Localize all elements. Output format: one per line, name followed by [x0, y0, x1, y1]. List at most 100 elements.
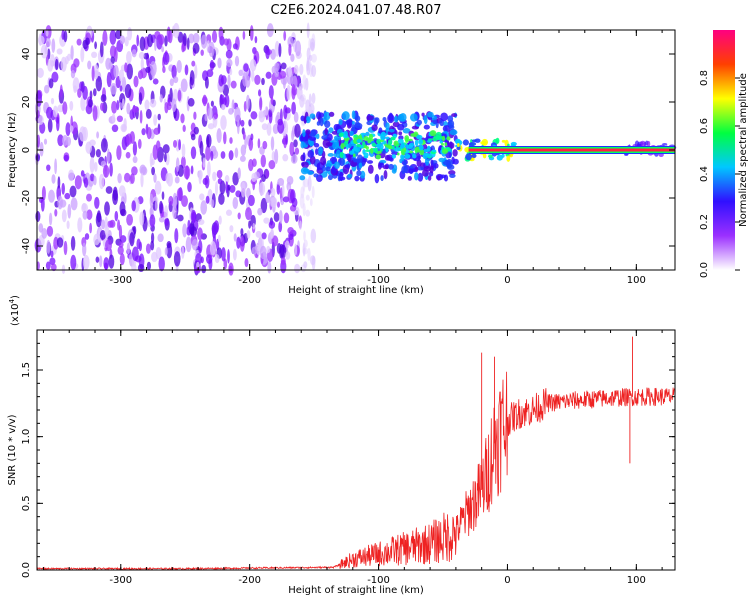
spectrogram-cell: [56, 237, 64, 248]
spectrogram-cell: [309, 133, 316, 137]
spectrogram-cell: [300, 141, 306, 149]
spectrogram-cell: [352, 158, 359, 163]
spectrogram-cell: [103, 257, 110, 270]
spectrogram-cell: [214, 181, 219, 196]
spectrogram-cell: [454, 138, 461, 145]
spectrogram-cell: [417, 155, 421, 160]
spectrogram-cell: [153, 127, 160, 135]
spectrogram-cell: [82, 39, 89, 50]
spectrogram-cell: [46, 37, 51, 48]
spectrogram-cell: [59, 84, 63, 98]
spectrogram-cell: [299, 94, 305, 108]
spectrogram-cell: [309, 113, 316, 119]
spectrogram-cell: [306, 117, 311, 121]
spectrogram-cell: [245, 94, 250, 110]
spectrogram-cell: [261, 77, 265, 86]
spectrogram-cell: [313, 173, 319, 178]
spectrogram-cell: [245, 75, 251, 88]
spectrogram-cell: [46, 164, 51, 172]
spectrogram-cell: [63, 30, 68, 43]
spectrogram-cell: [189, 70, 195, 86]
spectrogram-cell: [225, 181, 229, 194]
spectrogram-cell: [220, 103, 226, 111]
spectrogram-cell: [307, 247, 311, 261]
spectrogram-cell: [111, 124, 119, 133]
spectrogram-cell: [276, 183, 281, 195]
spectrogram-cell: [154, 199, 158, 211]
spectrogram-cell: [139, 109, 143, 124]
spectrogram-cell: [318, 146, 323, 155]
spectrogram-cell: [385, 122, 390, 130]
spectrogram-cell: [465, 153, 472, 161]
spectrogram-cell: [95, 76, 103, 92]
spectrogram-cell: [214, 254, 220, 264]
spectrogram-cell: [37, 35, 45, 46]
spectrogram-cell: [95, 256, 100, 263]
spectrogram-cell: [363, 136, 369, 141]
y-tick-label: 0.5: [21, 495, 32, 511]
spectrogram-cell: [363, 152, 369, 158]
spectrogram-cell: [237, 167, 241, 180]
spectrogram-cell: [145, 243, 151, 254]
spectrogram-cell: [106, 148, 110, 165]
colorbar-tick-label: 0.4: [699, 166, 710, 182]
spectrogram-cell: [125, 133, 133, 145]
spectrogram-cell: [86, 193, 92, 202]
spectrogram-cell: [373, 147, 378, 154]
spectrogram-cell: [163, 152, 167, 163]
spectrogram-cell: [205, 195, 210, 204]
spectrogram-cell: [159, 200, 163, 214]
spectrogram-marks: [34, 22, 677, 276]
x-tick-label: 100: [627, 275, 646, 286]
spectrogram-cell: [287, 36, 294, 48]
spectrogram-cell: [89, 90, 93, 100]
spectrogram-cell: [171, 64, 177, 79]
spectrogram-cell: [143, 52, 150, 60]
spectrogram-cell: [293, 111, 299, 123]
spectrogram-cell: [323, 111, 331, 121]
spectrogram-cell: [159, 94, 163, 103]
spectrogram-cell: [145, 108, 152, 119]
spectrogram-cell: [488, 154, 493, 158]
spectrogram-cell: [271, 150, 276, 162]
spectrogram-cell: [294, 263, 301, 274]
spectrogram-cell: [104, 201, 110, 216]
spectrogram-cell: [229, 137, 233, 144]
spectrogram-cell: [205, 145, 211, 161]
spectrogram-cell: [311, 64, 317, 78]
spectrogram-cell: [414, 172, 419, 181]
spectrogram-cell: [261, 123, 268, 131]
spectrogram-cell: [299, 220, 302, 230]
spectrogram-cell: [35, 154, 41, 162]
spectrogram-cell: [124, 36, 129, 47]
spectrogram-cell: [176, 188, 183, 201]
snr-panel: -300 -200 -100 0 100 0.0 0.5 1.0 1.5 Height of s…: [7, 295, 676, 596]
spectrogram-cell: [240, 181, 246, 198]
spectrogram-cell: [249, 25, 254, 41]
spectrogram-cell: [225, 49, 233, 59]
spectrogram-cell: [449, 173, 456, 178]
spectrogram-cell: [418, 144, 424, 151]
spectrogram-cell: [162, 65, 166, 74]
spectrogram-cell: [380, 131, 386, 137]
spectrogram-cell: [242, 30, 246, 40]
spectrogram-cell: [48, 78, 54, 89]
spectrogram-cell: [175, 157, 180, 172]
spectrogram-cell: [277, 201, 280, 208]
spectrogram-cell: [191, 238, 198, 251]
spectrogram-cell: [255, 230, 262, 238]
spectrogram-cell: [132, 106, 140, 113]
spectrogram-cell: [166, 172, 173, 187]
spectrogram-cell: [164, 218, 169, 226]
spectrogram-cell: [191, 60, 196, 67]
spectrogram-cell: [137, 263, 145, 273]
x-tick-label: 100: [627, 575, 646, 586]
spectrogram-cell: [354, 115, 361, 122]
spectrogram-cell: [321, 165, 326, 172]
spectrogram-cell: [73, 85, 77, 93]
spectrogram-cell: [321, 150, 326, 159]
y-tick-label: 1.5: [21, 362, 32, 378]
spectrogram-cell: [274, 148, 279, 164]
spectrogram-cell: [109, 162, 113, 177]
spectrogram-cell: [285, 251, 291, 260]
